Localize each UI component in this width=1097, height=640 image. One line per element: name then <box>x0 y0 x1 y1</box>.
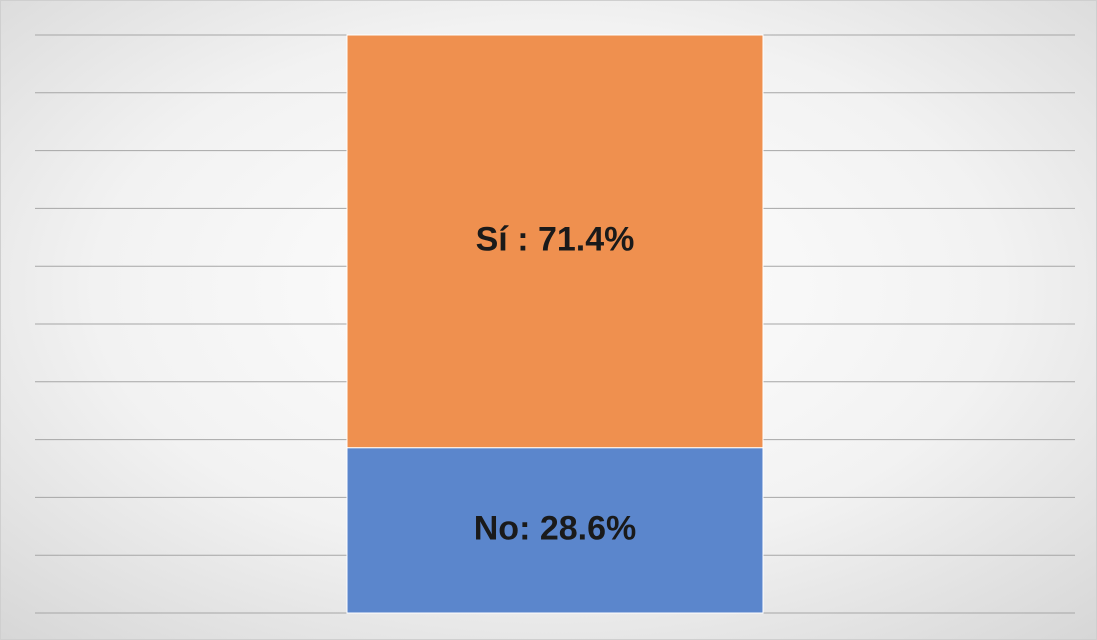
bars <box>346 34 764 614</box>
data-label: No: 28.6% <box>474 509 637 547</box>
bar-segment <box>346 447 764 614</box>
data-labels: No: 28.6% Sí : 71.4% <box>474 220 637 547</box>
bar-segment <box>346 34 764 449</box>
data-label: Sí : 71.4% <box>476 220 635 258</box>
